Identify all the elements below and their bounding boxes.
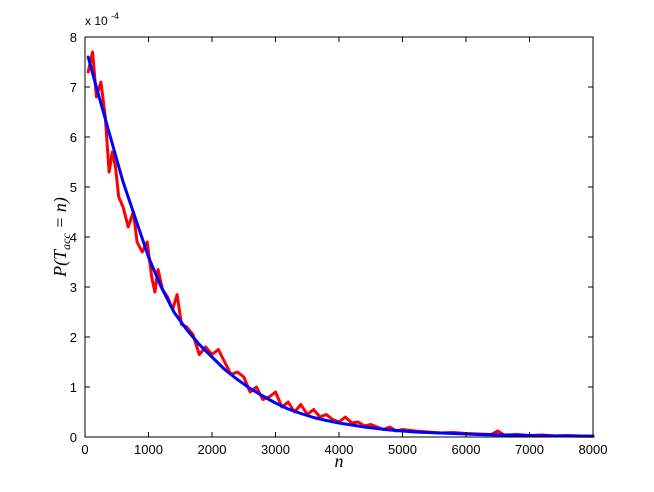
tick-layer: 0 1000 2000 3000 4000 5000 6000 7000 8000 0 1 2 3 4 5 6… <box>70 30 608 457</box>
x-tick-label: 7000 <box>515 442 544 457</box>
y-axis-label: P(Tacc = n) <box>50 197 73 278</box>
y-exponent-power: -4 <box>111 11 119 21</box>
y-tick-label: 7 <box>70 80 77 95</box>
y-tick-label: 0 <box>70 430 77 445</box>
x-tick-label: 8000 <box>579 442 608 457</box>
plot-background <box>85 37 593 437</box>
y-tick-label: 1 <box>70 380 77 395</box>
y-tick-label: 8 <box>70 30 77 45</box>
x-tick-label: 0 <box>81 442 88 457</box>
y-exponent-base: x 10 <box>85 14 108 28</box>
y-tick-label: 6 <box>70 130 77 145</box>
x-tick-label: 6000 <box>452 442 481 457</box>
y-tick-label: 2 <box>70 330 77 345</box>
y-exponent-label: x 10 -4 <box>85 11 119 28</box>
series-line-blue <box>86 55 595 438</box>
y-tick-label: 5 <box>70 180 77 195</box>
series-layer <box>86 50 595 438</box>
x-tick-label: 1000 <box>134 442 163 457</box>
y-tick-label: 3 <box>70 280 77 295</box>
x-tick-label: 5000 <box>388 442 417 457</box>
x-tick-label: 2000 <box>198 442 227 457</box>
x-tick-label: 3000 <box>261 442 290 457</box>
x-tick-label: 4000 <box>325 442 354 457</box>
y-tick-label: 4 <box>70 230 77 245</box>
x-axis-label: n <box>335 451 344 471</box>
